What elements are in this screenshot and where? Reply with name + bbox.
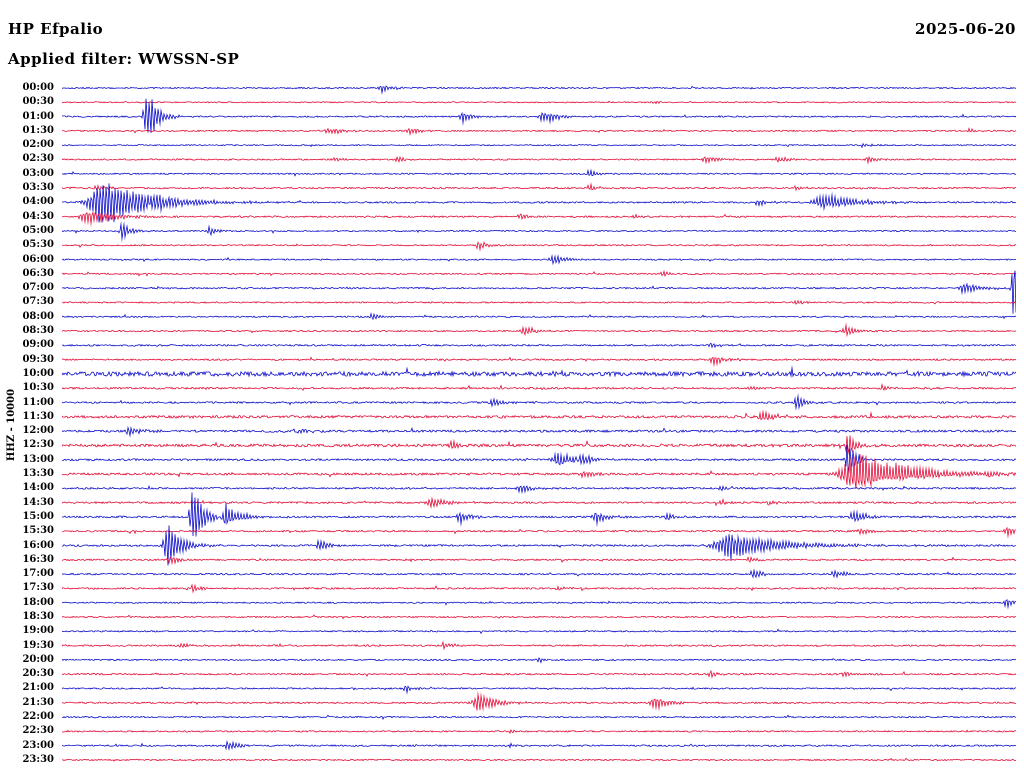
time-label: 17:30 <box>22 582 54 594</box>
time-label: 02:00 <box>22 139 54 151</box>
time-label: 14:00 <box>22 482 54 494</box>
time-label: 05:30 <box>22 239 54 251</box>
time-label: 13:30 <box>22 468 54 480</box>
time-label: 19:30 <box>22 639 54 651</box>
time-label: 01:00 <box>22 110 54 122</box>
time-label: 11:30 <box>22 410 54 422</box>
time-label: 12:00 <box>22 425 54 437</box>
time-label: 16:00 <box>22 539 54 551</box>
time-label: 07:00 <box>22 282 54 294</box>
time-label: 22:00 <box>22 711 54 723</box>
time-label: 04:00 <box>22 196 54 208</box>
time-label: 09:00 <box>22 339 54 351</box>
record-date: 2025-06-20 <box>915 20 1016 38</box>
time-label: 06:30 <box>22 267 54 279</box>
time-label: 03:30 <box>22 182 54 194</box>
time-label: 22:30 <box>22 725 54 737</box>
time-label: 15:00 <box>22 510 54 522</box>
time-label: 00:30 <box>22 96 54 108</box>
time-label: 14:30 <box>22 496 54 508</box>
time-label: 23:30 <box>22 753 54 765</box>
time-label: 06:00 <box>22 253 54 265</box>
seismogram-canvas <box>62 78 1016 778</box>
time-label: 10:00 <box>22 367 54 379</box>
time-label: 21:30 <box>22 696 54 708</box>
time-label: 10:30 <box>22 382 54 394</box>
time-label: 13:00 <box>22 453 54 465</box>
time-label: 02:30 <box>22 153 54 165</box>
time-label: 18:00 <box>22 596 54 608</box>
time-label: 03:00 <box>22 167 54 179</box>
time-axis: HHZ - 10000 00:00 00:30 01:00 01:30 02:00 02:… <box>0 0 58 780</box>
time-label: 20:00 <box>22 653 54 665</box>
time-label: 07:30 <box>22 296 54 308</box>
time-label: 11:00 <box>22 396 54 408</box>
time-label: 23:00 <box>22 739 54 751</box>
time-label: 05:00 <box>22 224 54 236</box>
station-title: HP Efpalio <box>8 20 104 38</box>
time-label: 09:30 <box>22 353 54 365</box>
time-label: 15:30 <box>22 525 54 537</box>
time-label: 08:00 <box>22 310 54 322</box>
time-label: 04:30 <box>22 210 54 222</box>
time-label: 00:00 <box>22 82 54 93</box>
time-label: 12:30 <box>22 439 54 451</box>
time-label: 01:30 <box>22 124 54 136</box>
time-label: 18:30 <box>22 610 54 622</box>
time-label: 19:00 <box>22 625 54 637</box>
time-label: 16:30 <box>22 553 54 565</box>
time-label: 17:00 <box>22 568 54 580</box>
filter-label: Applied filter: WWSSN-SP <box>8 50 240 68</box>
time-label: 21:00 <box>22 682 54 694</box>
time-label: 20:30 <box>22 668 54 680</box>
y-axis-label: HHZ - 10000 <box>6 388 17 462</box>
time-label: 08:30 <box>22 325 54 337</box>
